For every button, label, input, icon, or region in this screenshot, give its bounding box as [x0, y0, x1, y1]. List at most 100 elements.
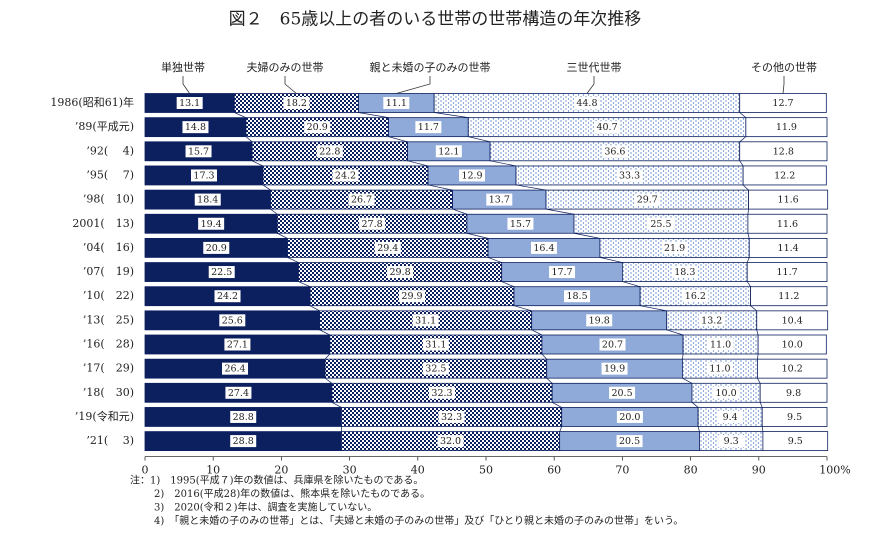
value-label: 13.7 — [489, 195, 510, 206]
value-label: 12.9 — [461, 170, 482, 181]
y-tick-label: ’10( 22) — [83, 289, 134, 302]
value-label: 10.0 — [782, 340, 803, 351]
value-label-bg — [774, 217, 801, 230]
value-label: 11.0 — [710, 340, 731, 351]
value-label-bg — [438, 410, 465, 423]
value-label: 26.7 — [351, 195, 372, 206]
value-label: 27.1 — [227, 340, 248, 351]
value-label-bg — [225, 386, 252, 399]
y-tick-label: 1986(昭和61)年 — [50, 95, 134, 109]
value-label-bg — [601, 145, 628, 158]
value-label: 22.5 — [211, 267, 232, 278]
connector — [546, 377, 553, 384]
connector — [324, 353, 331, 360]
value-label: 20.9 — [307, 122, 328, 133]
value-label: 29.9 — [401, 291, 422, 302]
value-label-bg — [486, 193, 513, 206]
connector — [490, 160, 517, 167]
value-label: 32.0 — [440, 436, 461, 447]
connector — [691, 402, 699, 408]
connector — [757, 377, 761, 384]
connector — [309, 305, 320, 312]
leader-line — [284, 76, 297, 94]
value-label-bg — [599, 338, 626, 351]
connector — [759, 402, 763, 408]
value-label-bg — [770, 97, 797, 109]
connector — [545, 208, 575, 215]
leader-line — [182, 76, 190, 94]
note: 4) 「親と未婚の子のみの世帯」とは、「夫婦と未婚の子のみの世帯」及び「ひとり親… — [154, 514, 683, 527]
y-tick-label: ’16( 28) — [83, 338, 134, 351]
value-label: 33.3 — [619, 170, 640, 181]
value-label-bg — [779, 338, 806, 351]
value-label-bg — [283, 97, 310, 109]
connector — [747, 233, 750, 239]
value-label-bg — [774, 266, 801, 279]
value-label: 14.8 — [185, 122, 206, 133]
value-label: 25.6 — [222, 315, 243, 326]
value-label: 27.8 — [362, 219, 383, 230]
value-label: 16.2 — [685, 291, 706, 302]
value-label: 18.3 — [674, 267, 695, 278]
connector — [501, 281, 515, 288]
value-label: 13.2 — [701, 315, 722, 326]
value-label: 15.7 — [510, 219, 531, 230]
y-tick-label: ’07( 19) — [83, 265, 134, 278]
x-tick-label: 10 — [206, 464, 220, 477]
connector — [746, 281, 751, 287]
connector — [622, 281, 641, 288]
value-label: 26.4 — [224, 364, 245, 375]
value-label: 9.5 — [788, 436, 803, 447]
value-label-bg — [770, 145, 797, 158]
value-label: 11.2 — [778, 291, 799, 302]
value-label-bg — [707, 338, 734, 351]
value-label-bg — [208, 266, 235, 279]
value-label-bg — [194, 193, 221, 206]
value-label-bg — [616, 410, 643, 423]
value-label: 11.0 — [709, 364, 730, 375]
x-tick-label: 0 — [142, 464, 149, 477]
legend-label: 親と未婚の子のみの世帯 — [370, 60, 491, 74]
x-tick-label: 30 — [343, 464, 357, 477]
connector — [750, 305, 757, 312]
connector — [331, 401, 342, 408]
connector — [739, 112, 747, 118]
connector — [452, 208, 468, 215]
value-label: 20.7 — [602, 340, 623, 351]
connector — [358, 112, 389, 118]
value-label-bg — [203, 241, 230, 254]
value-label-bg — [586, 314, 613, 327]
connector — [234, 112, 247, 118]
x-tick-label: 50 — [479, 464, 493, 477]
value-label-bg — [429, 386, 456, 399]
value-label: 10.0 — [715, 388, 736, 399]
value-label: 9.5 — [787, 412, 802, 423]
value-label: 15.7 — [188, 146, 209, 157]
value-label: 31.1 — [415, 315, 436, 326]
value-label: 12.7 — [772, 98, 793, 109]
connector — [434, 112, 469, 118]
value-label: 28.8 — [233, 412, 254, 423]
value-label-bg — [459, 169, 486, 182]
value-label-bg — [383, 97, 410, 109]
value-label-bg — [530, 241, 557, 254]
connector — [559, 426, 563, 432]
connector — [270, 208, 278, 215]
value-label-bg — [222, 362, 249, 375]
value-label: 11.6 — [777, 219, 798, 230]
x-tick-label: 70 — [615, 464, 629, 477]
value-label: 17.7 — [551, 267, 572, 278]
value-label-bg — [713, 386, 740, 399]
connector — [277, 232, 288, 239]
value-label: 17.3 — [193, 170, 214, 181]
connector — [319, 329, 330, 336]
value-label-bg — [775, 241, 802, 254]
value-label: 11.6 — [778, 195, 799, 206]
leader-line — [586, 76, 595, 94]
value-label: 10.2 — [782, 364, 803, 375]
value-label-bg — [647, 217, 674, 230]
value-label: 13.1 — [179, 98, 200, 109]
value-label-bg — [661, 241, 688, 254]
connector — [515, 184, 547, 191]
y-tick-label: ’92( 4) — [86, 144, 134, 157]
